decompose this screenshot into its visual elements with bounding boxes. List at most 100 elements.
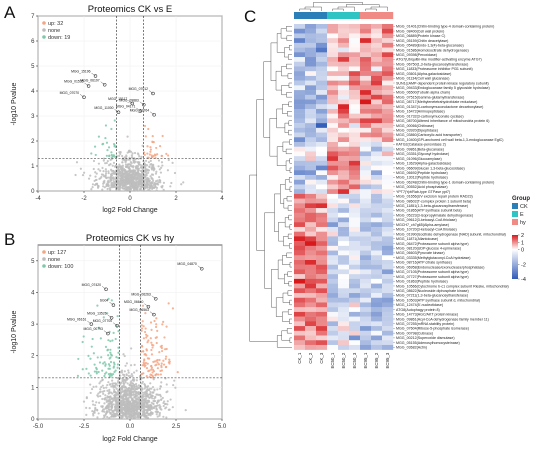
data-point [131, 154, 133, 156]
data-point [125, 187, 127, 189]
data-point [142, 305, 144, 307]
heatmap-cell [316, 260, 327, 265]
heatmap-cell [305, 345, 316, 350]
data-point [136, 388, 138, 390]
heatmap-cell [305, 57, 316, 62]
heatmap-cell [305, 170, 316, 175]
data-point [168, 302, 170, 304]
data-point [163, 189, 165, 191]
row-label: KATG2(Catalase-peroxidase 2) [396, 143, 446, 147]
heatmap-cell [338, 33, 349, 38]
heatmap-cell [382, 336, 393, 341]
heatmap-cell [327, 284, 338, 289]
data-point [109, 383, 111, 385]
data-point [138, 181, 140, 183]
heatmap-cell [349, 151, 360, 156]
row-label: MGG_00798(Cutinase) [396, 331, 433, 335]
data-point [110, 173, 112, 175]
heatmap-cell [338, 232, 349, 237]
heatmap-cell [305, 48, 316, 53]
heatmap-cell [327, 118, 338, 123]
group-legend-swatch-hy [512, 219, 518, 225]
data-point [150, 149, 152, 151]
heatmap-cell [316, 194, 327, 199]
row-label: MGG_00212(Superoxide dismutase) [396, 336, 455, 340]
data-point [131, 382, 133, 384]
heatmap-cell [371, 321, 382, 326]
heatmap-cell [327, 100, 338, 105]
data-point [124, 156, 126, 158]
row-label: MGG_09433(Endoglucanase family 5 glycosi… [396, 86, 490, 90]
heatmap-cell [327, 137, 338, 142]
data-point [133, 417, 135, 419]
dendro-branch [287, 36, 292, 41]
heatmap-cell [371, 302, 382, 307]
heatmap-cell [360, 232, 371, 237]
heatmap-cell [371, 137, 382, 142]
data-point [151, 167, 153, 169]
row-label: MGG_01347(4-carboxymuconolactone decarbo… [396, 105, 483, 109]
x-tick-label: 5.0 [218, 424, 227, 430]
heatmap-cell [294, 227, 305, 232]
heatmap-legend: GroupCKEhy210-2-4 [512, 196, 530, 283]
data-point [147, 184, 149, 186]
data-point [118, 166, 120, 168]
heatmap-cell [349, 100, 360, 105]
data-point [159, 145, 161, 147]
column-label: EC50_3 [352, 352, 357, 368]
data-point [98, 163, 100, 165]
data-point [144, 387, 146, 389]
point-label: MGG_11000 [94, 106, 113, 110]
data-point [92, 186, 94, 188]
heatmap-cell [316, 184, 327, 189]
heatmap-cell [360, 312, 371, 317]
data-point [83, 401, 85, 403]
data-point [93, 168, 95, 170]
data-point [132, 391, 134, 393]
row-label: MGG_06958(Endonuclease/exonuclease/phosp… [396, 265, 485, 269]
point-label: MGG_06197 [80, 78, 100, 82]
heatmap-cell [360, 71, 371, 76]
data-point [140, 182, 142, 184]
data-point [99, 395, 101, 397]
heatmap-cell [305, 166, 316, 171]
heatmap-cell [294, 326, 305, 331]
data-point [161, 345, 163, 347]
row-label: MGG_09398(Peroxidase) [396, 53, 437, 57]
heatmap-cell [360, 246, 371, 251]
heatmap-cell [371, 236, 382, 241]
heatmap-cell [327, 161, 338, 166]
point-label: MGG_04870 [177, 262, 197, 266]
heatmap-cell [382, 293, 393, 298]
row-label: MGG_00066(Chitinase) [396, 124, 434, 128]
heatmap-cell [316, 85, 327, 90]
row-label: MGG_13629(Alpha-galactosidase) [396, 162, 451, 166]
heatmap-cell [360, 293, 371, 298]
dendro-branch [288, 234, 292, 239]
data-point [124, 386, 126, 388]
data-point [168, 361, 170, 363]
heatmap-cell [382, 321, 393, 326]
heatmap-cell [371, 241, 382, 246]
data-point [97, 186, 99, 188]
heatmap-cell [338, 104, 349, 109]
column-label: CK_3 [319, 352, 324, 364]
data-point [180, 183, 182, 185]
heatmap-cell [360, 241, 371, 246]
data-point [140, 175, 142, 177]
heatmap-cell [327, 180, 338, 185]
group-cell-CK [294, 12, 305, 19]
data-point [136, 167, 138, 169]
data-point [101, 398, 103, 400]
heatmap-cell [338, 137, 349, 142]
heatmap-cell [360, 298, 371, 303]
heatmap-cell [338, 38, 349, 43]
heatmap-cell [316, 340, 327, 345]
heatmap-cell [338, 203, 349, 208]
data-point [123, 375, 125, 377]
row-label: MGG_06889(Protein kinase C) [396, 34, 445, 38]
heatmap-cell [338, 218, 349, 223]
heatmap-cell [316, 38, 327, 43]
heatmap-cell [327, 71, 338, 76]
data-point [98, 178, 100, 180]
